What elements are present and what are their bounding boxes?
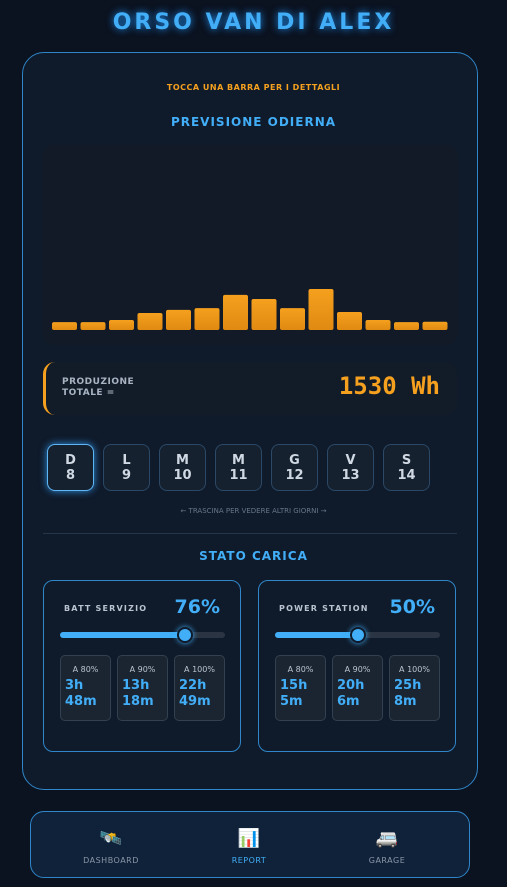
total-value: 1530 Wh xyxy=(338,372,440,400)
bar[interactable] xyxy=(251,298,277,330)
bar[interactable] xyxy=(166,309,191,330)
slider-knob[interactable] xyxy=(349,627,366,643)
time-label: A 100% xyxy=(399,665,430,674)
day-number: 14 xyxy=(397,468,416,483)
hint: ← TRASCINA PER VEDERE ALTRI GIORNI → xyxy=(180,507,327,515)
slider-track xyxy=(60,627,225,643)
time-box: A 80% 15h 5m xyxy=(275,655,326,721)
chart xyxy=(42,145,458,345)
divider xyxy=(43,533,457,534)
time-box: A 90% 13h 18m xyxy=(117,655,168,721)
day-letter: D xyxy=(65,453,76,468)
day-button[interactable]: M 10 xyxy=(159,444,206,491)
nav-icon: 🚐 xyxy=(375,828,399,849)
slider-knob[interactable] xyxy=(177,627,194,643)
time-value: 3h 48m xyxy=(65,678,97,709)
day-button[interactable]: M 11 xyxy=(215,444,262,491)
chart-subtitle: TOCCA UNA BARRA PER I DETTAGLI xyxy=(166,83,341,92)
time-value: 15h 5m xyxy=(280,678,308,709)
time-value: 22h 49m xyxy=(179,678,211,709)
bar[interactable] xyxy=(52,322,77,330)
battery-percent: 76% xyxy=(174,596,220,618)
nav-label: DASHBOARD xyxy=(83,856,139,865)
day-letter: M xyxy=(232,453,245,468)
day-letter: M xyxy=(176,453,189,468)
nav-icon: 🛰️ xyxy=(99,828,123,849)
day-letter: S xyxy=(401,453,412,468)
day-button[interactable]: G 12 xyxy=(271,444,318,491)
nav-item[interactable]: 🚐 GARAGE xyxy=(327,828,447,865)
time-value: 25h 8m xyxy=(394,678,422,709)
bar[interactable] xyxy=(365,320,391,330)
slider-track xyxy=(275,627,440,643)
day-number: 11 xyxy=(229,468,248,483)
charge-title: STATO CARICA xyxy=(199,549,308,563)
bar[interactable] xyxy=(80,322,106,330)
time-label: A 90% xyxy=(344,665,371,674)
day-letter: V xyxy=(345,453,356,468)
bar[interactable] xyxy=(394,322,419,330)
app-title: ORSO VAN DI ALEX xyxy=(112,10,395,35)
day-letter: G xyxy=(289,453,300,468)
time-box: A 100% 22h 49m xyxy=(174,655,225,721)
battery-name: BATT SERVIZIO xyxy=(64,604,148,613)
nav-icon: 📊 xyxy=(237,828,261,849)
battery-percent: 50% xyxy=(389,596,435,618)
battery-card: BATT SERVIZIO 76% A 80% 3h 48m A 90% 13h 18m A… xyxy=(43,580,241,752)
day-number: 12 xyxy=(285,468,304,483)
chart-title: PREVISIONE ODIERNA xyxy=(170,115,337,129)
bar[interactable] xyxy=(337,311,362,330)
time-box: A 90% 20h 6m xyxy=(332,655,383,721)
nav-label: GARAGE xyxy=(368,856,406,865)
time-box: A 100% 25h 8m xyxy=(389,655,440,721)
battery-name: POWER STATION xyxy=(279,604,369,613)
time-value: 20h 6m xyxy=(337,678,365,709)
time-value: 13h 18m xyxy=(122,678,154,709)
battery-card: POWER STATION 50% A 80% 15h 5m A 90% 20h 6m A … xyxy=(258,580,456,752)
nav-item[interactable]: 📊 REPORT xyxy=(189,828,309,865)
day-button[interactable]: V 13 xyxy=(327,444,374,491)
day-number: 10 xyxy=(173,468,192,483)
day-number: 8 xyxy=(65,468,76,483)
slider-fill xyxy=(275,632,358,638)
total-panel xyxy=(43,362,457,415)
day-number: 13 xyxy=(341,468,360,483)
bar[interactable] xyxy=(223,294,248,330)
day-button[interactable]: S 14 xyxy=(383,444,430,491)
time-label: A 80% xyxy=(287,665,314,674)
time-label: A 100% xyxy=(184,665,215,674)
day-number: 9 xyxy=(121,468,132,483)
nav-bar xyxy=(30,811,470,878)
bar[interactable] xyxy=(137,312,163,330)
day-letter: L xyxy=(122,453,131,468)
time-box: A 80% 3h 48m xyxy=(60,655,111,721)
time-label: A 80% xyxy=(72,665,99,674)
bar[interactable] xyxy=(109,320,134,330)
slider-fill xyxy=(60,632,186,638)
bar[interactable] xyxy=(308,289,334,330)
total-label: PRODUZIONE TOTALE = xyxy=(62,377,135,398)
bar[interactable] xyxy=(194,308,220,330)
bar[interactable] xyxy=(280,308,305,330)
time-label: A 90% xyxy=(129,665,156,674)
nav-item[interactable]: 🛰️ DASHBOARD xyxy=(51,828,171,865)
nav-label: REPORT xyxy=(231,856,267,865)
bar[interactable] xyxy=(422,321,448,330)
